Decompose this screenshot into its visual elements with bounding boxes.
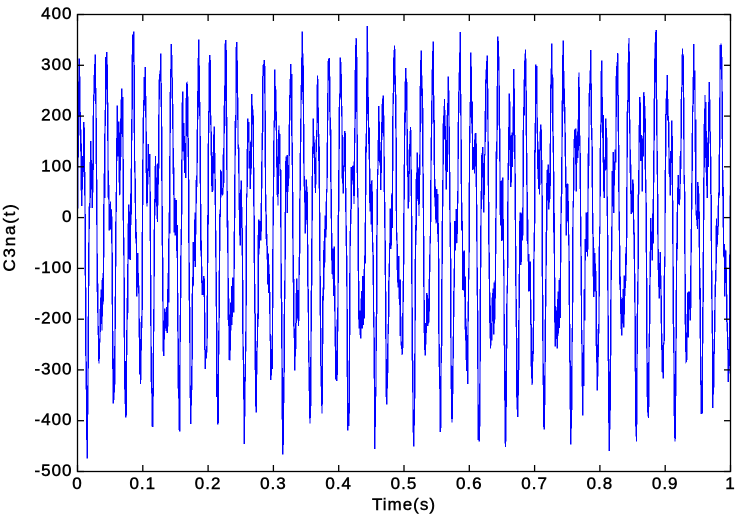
svg-text:0.3: 0.3 [260, 474, 287, 493]
svg-text:400: 400 [41, 4, 72, 23]
svg-text:0.5: 0.5 [391, 474, 418, 493]
svg-text:-300: -300 [34, 359, 72, 378]
svg-text:0.6: 0.6 [456, 474, 483, 493]
svg-text:200: 200 [41, 106, 72, 125]
svg-text:C3na(t): C3na(t) [0, 202, 19, 271]
svg-text:0: 0 [72, 474, 82, 493]
svg-text:0.7: 0.7 [521, 474, 548, 493]
svg-text:-200: -200 [34, 309, 72, 328]
svg-text:0.8: 0.8 [587, 474, 614, 493]
svg-text:-100: -100 [34, 258, 72, 277]
svg-text:0: 0 [62, 207, 72, 226]
svg-text:1: 1 [725, 474, 735, 493]
svg-text:0.2: 0.2 [195, 474, 222, 493]
svg-text:-500: -500 [34, 461, 72, 480]
svg-text:0.9: 0.9 [652, 474, 679, 493]
svg-text:0.4: 0.4 [325, 474, 352, 493]
svg-text:0.1: 0.1 [129, 474, 156, 493]
svg-text:-400: -400 [34, 410, 72, 429]
svg-text:300: 300 [41, 55, 72, 74]
svg-text:100: 100 [41, 156, 72, 175]
svg-text:Time(s): Time(s) [372, 495, 436, 514]
